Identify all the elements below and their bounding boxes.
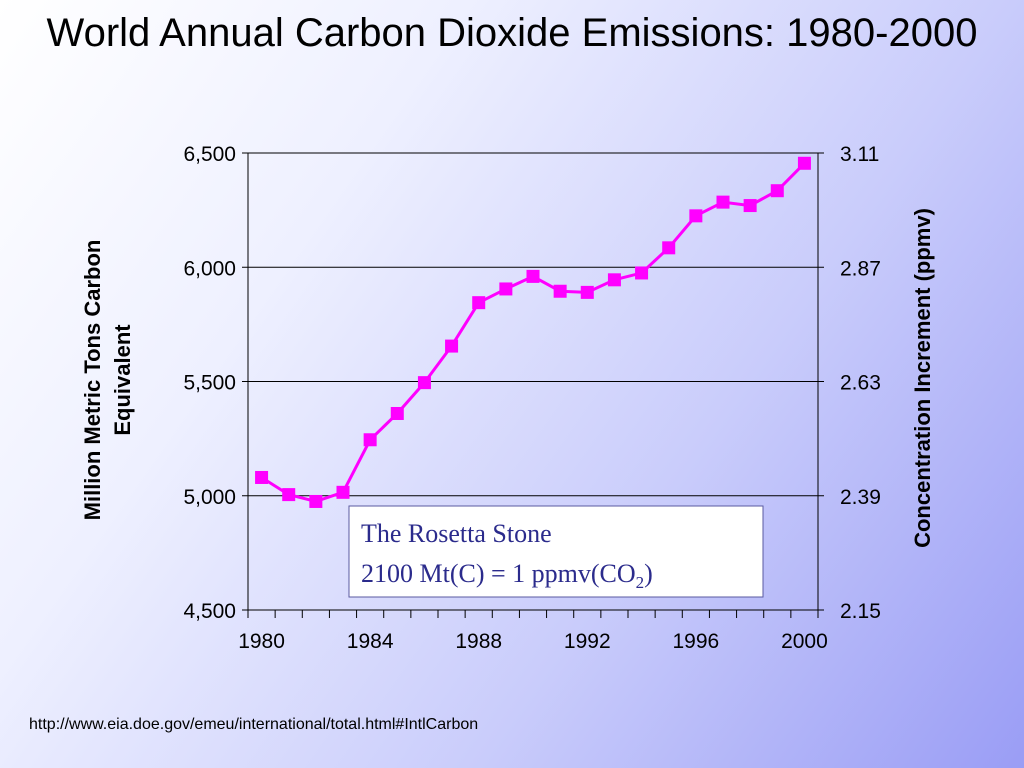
y2-tick-label: 3.11 <box>840 143 879 166</box>
data-point <box>743 199 757 213</box>
annotation-line-2: 2100 Mt(C) = 1 ppmv(CO2) <box>361 559 653 592</box>
data-point <box>445 339 459 353</box>
data-point <box>797 156 811 170</box>
y-tick-label: 5,000 <box>183 486 236 509</box>
annotation-line-1: The Rosetta Stone <box>361 519 552 548</box>
y-axis-label-line: Million Metric Tons Carbon <box>80 240 105 521</box>
x-tick-label: 1984 <box>347 630 394 653</box>
series-line <box>260 162 806 504</box>
data-point <box>417 376 431 390</box>
data-point <box>526 269 540 283</box>
x-tick-label: 1980 <box>238 630 285 653</box>
data-point <box>336 485 350 499</box>
data-point <box>499 282 513 296</box>
y-tick-label: 5,500 <box>183 372 236 395</box>
data-point <box>770 184 784 198</box>
data-point <box>282 488 296 502</box>
y-axis-label: Million Metric Tons Carbon Equivalent <box>80 240 135 521</box>
data-point <box>363 433 377 447</box>
y-axis-label-line: Equivalent <box>110 324 135 436</box>
annotation-subscript: 2 <box>636 573 645 592</box>
annotation-suffix: ) <box>644 559 653 588</box>
annotation-box <box>348 505 764 598</box>
y-tick-label: 6,500 <box>183 143 236 166</box>
data-point <box>716 195 730 209</box>
data-point <box>607 273 621 287</box>
axes: 4,500 2.15 5,000 2.39 5,500 2.63 6,000 2.87 6,50… <box>183 143 880 653</box>
slide-title: World Annual Carbon Dioxide Emissions: 1… <box>46 11 978 55</box>
x-tick-label: 2000 <box>781 630 828 653</box>
y-tick-label: 6,000 <box>183 257 236 280</box>
data-point <box>662 241 676 255</box>
y2-tick-label: 2.15 <box>840 600 881 623</box>
x-tick-label: 1988 <box>455 630 502 653</box>
data-point <box>635 266 649 280</box>
annotation-formula: 2100 Mt(C) = 1 ppmv(CO <box>361 559 636 588</box>
rosetta-stone-box: The Rosetta Stone 2100 Mt(C) = 1 ppmv(CO… <box>348 505 764 598</box>
data-point <box>255 470 269 484</box>
data-point <box>472 296 486 310</box>
data-point <box>689 209 703 223</box>
y2-axis-label: Concentration Increment (ppmv) <box>910 208 935 548</box>
data-point <box>553 284 567 298</box>
x-tick-label: 1992 <box>564 630 611 653</box>
y2-tick-label: 2.87 <box>840 257 881 280</box>
y2-tick-label: 2.63 <box>840 372 881 395</box>
series-layer <box>255 156 811 508</box>
y-tick-label: 4,500 <box>183 600 236 623</box>
y2-tick-label: 2.39 <box>840 486 881 509</box>
x-tick-label: 1996 <box>672 630 719 653</box>
data-point <box>309 494 323 508</box>
data-point <box>390 406 404 420</box>
data-point <box>580 285 594 299</box>
source-url: http://www.eia.doe.gov/emeu/internationa… <box>29 716 479 733</box>
